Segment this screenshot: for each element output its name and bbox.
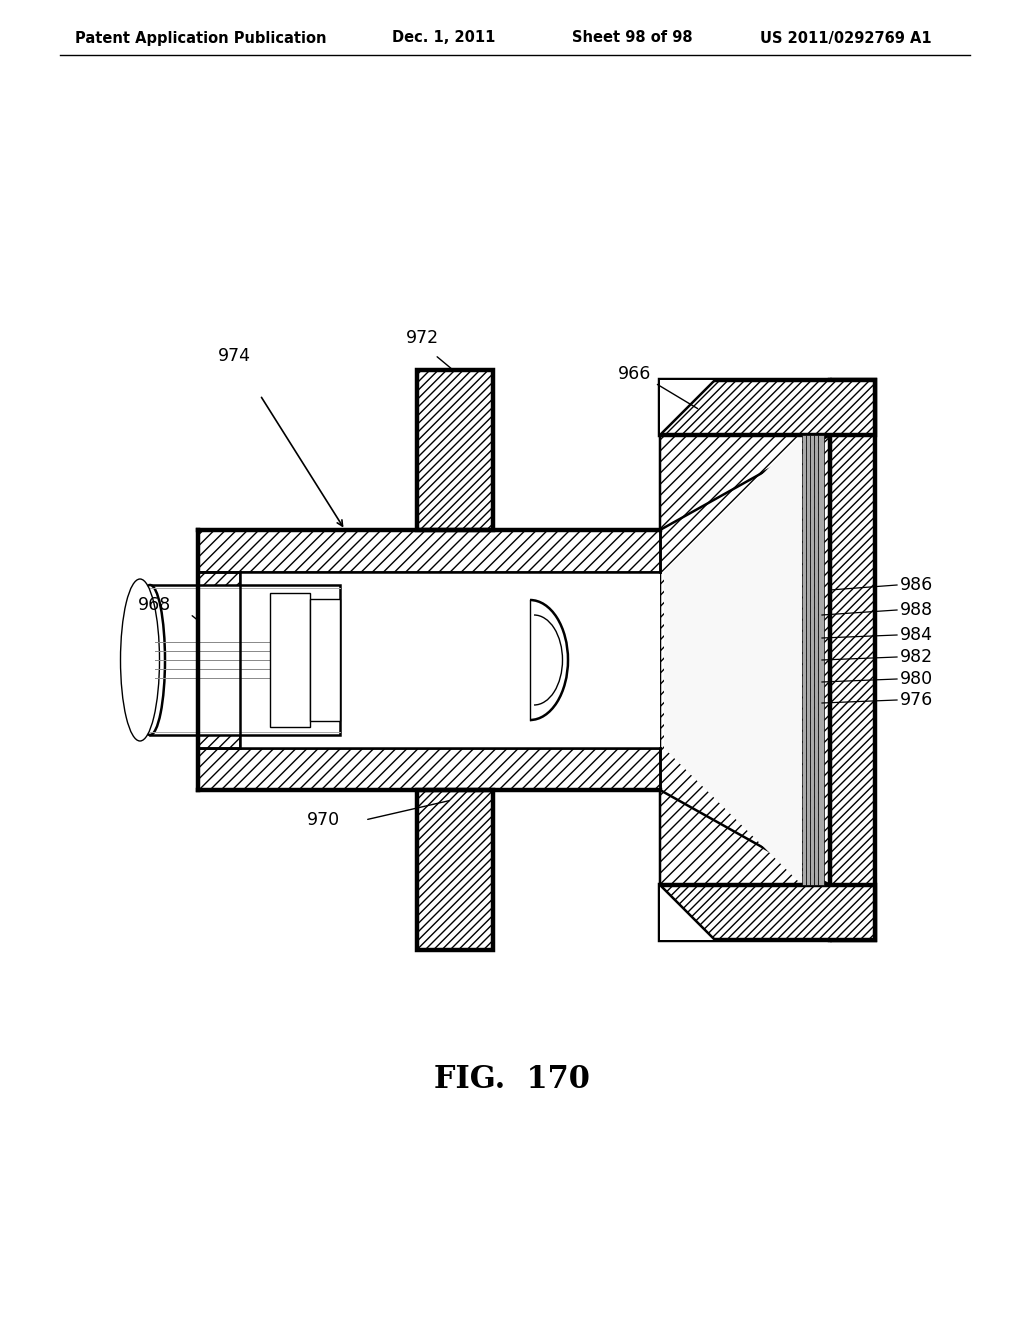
Text: 986: 986 — [900, 576, 933, 594]
Text: FIG.  170: FIG. 170 — [434, 1064, 590, 1096]
Text: 968: 968 — [138, 597, 171, 614]
Bar — [198, 572, 240, 748]
Text: 984: 984 — [900, 626, 933, 644]
Polygon shape — [660, 789, 830, 940]
Polygon shape — [664, 436, 802, 884]
Text: 970: 970 — [307, 810, 340, 829]
Polygon shape — [660, 380, 830, 940]
Bar — [417, 789, 493, 950]
Bar — [270, 593, 310, 727]
Text: 988: 988 — [900, 601, 933, 619]
Bar — [814, 436, 818, 884]
Bar — [818, 436, 824, 884]
Text: Sheet 98 of 98: Sheet 98 of 98 — [572, 30, 692, 45]
Bar — [310, 599, 340, 721]
Bar — [810, 436, 814, 884]
Text: US 2011/0292769 A1: US 2011/0292769 A1 — [760, 30, 932, 45]
Bar — [802, 436, 806, 884]
Text: 980: 980 — [900, 671, 933, 688]
Bar — [660, 884, 874, 940]
Bar — [150, 585, 340, 735]
Text: Patent Application Publication: Patent Application Publication — [75, 30, 327, 45]
Bar — [660, 380, 874, 436]
Text: Dec. 1, 2011: Dec. 1, 2011 — [392, 30, 496, 45]
Text: 974: 974 — [218, 347, 251, 366]
Bar — [806, 436, 810, 884]
Bar — [240, 572, 660, 748]
Text: 966: 966 — [618, 366, 651, 383]
Polygon shape — [660, 884, 715, 940]
Ellipse shape — [121, 579, 160, 741]
Ellipse shape — [135, 585, 165, 735]
Polygon shape — [660, 380, 830, 531]
Bar — [198, 748, 660, 789]
Polygon shape — [660, 380, 715, 436]
Text: 982: 982 — [900, 648, 933, 667]
Text: 976: 976 — [900, 690, 933, 709]
Bar — [198, 531, 660, 572]
Bar — [830, 380, 874, 940]
Bar — [417, 370, 493, 531]
Text: 972: 972 — [406, 329, 439, 347]
